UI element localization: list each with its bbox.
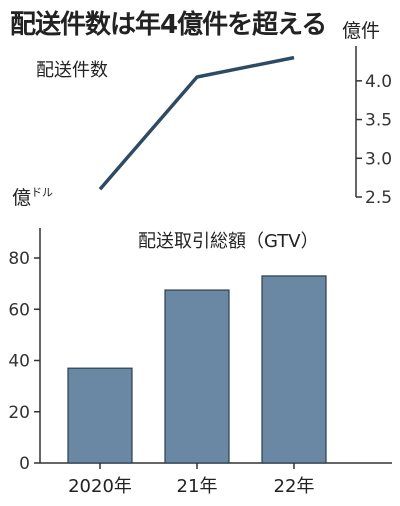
- line-y-tick-label: 3.5: [365, 111, 392, 131]
- chart-headline: 配送件数は年4億件を超える: [10, 10, 327, 40]
- line-y-tick-label: 2.5: [365, 188, 392, 208]
- bar-unit-main: 億: [12, 187, 32, 209]
- bar-2: [164, 289, 230, 464]
- bar-3: [261, 275, 327, 464]
- line-series-delivery-count: [98, 55, 295, 191]
- bar-x-tick-label: 2020年: [68, 476, 132, 497]
- bar-y-tick-label: 0: [19, 454, 30, 474]
- bar-x-tick-label: 22年: [274, 476, 315, 497]
- bar-chart-title: 配送取引総額（GTV）: [138, 231, 319, 252]
- line-y-tick-label: 4.0: [365, 72, 392, 92]
- bar-y-tick-label: 40: [8, 352, 30, 372]
- line-y-tick-label: 3.0: [365, 149, 392, 169]
- bar-unit-label: 億ドル: [12, 183, 53, 210]
- bar-unit-sub: ドル: [31, 186, 54, 199]
- bar-x-tick-label: 21年: [177, 476, 218, 497]
- bar-1: [67, 367, 133, 464]
- line-unit-label: 億件: [342, 20, 381, 42]
- bar-y-tick-label: 20: [8, 403, 30, 423]
- bar-y-tick-label: 80: [8, 249, 30, 269]
- line-chart-title: 配送件数: [36, 60, 108, 81]
- bar-y-tick-label: 60: [8, 300, 30, 320]
